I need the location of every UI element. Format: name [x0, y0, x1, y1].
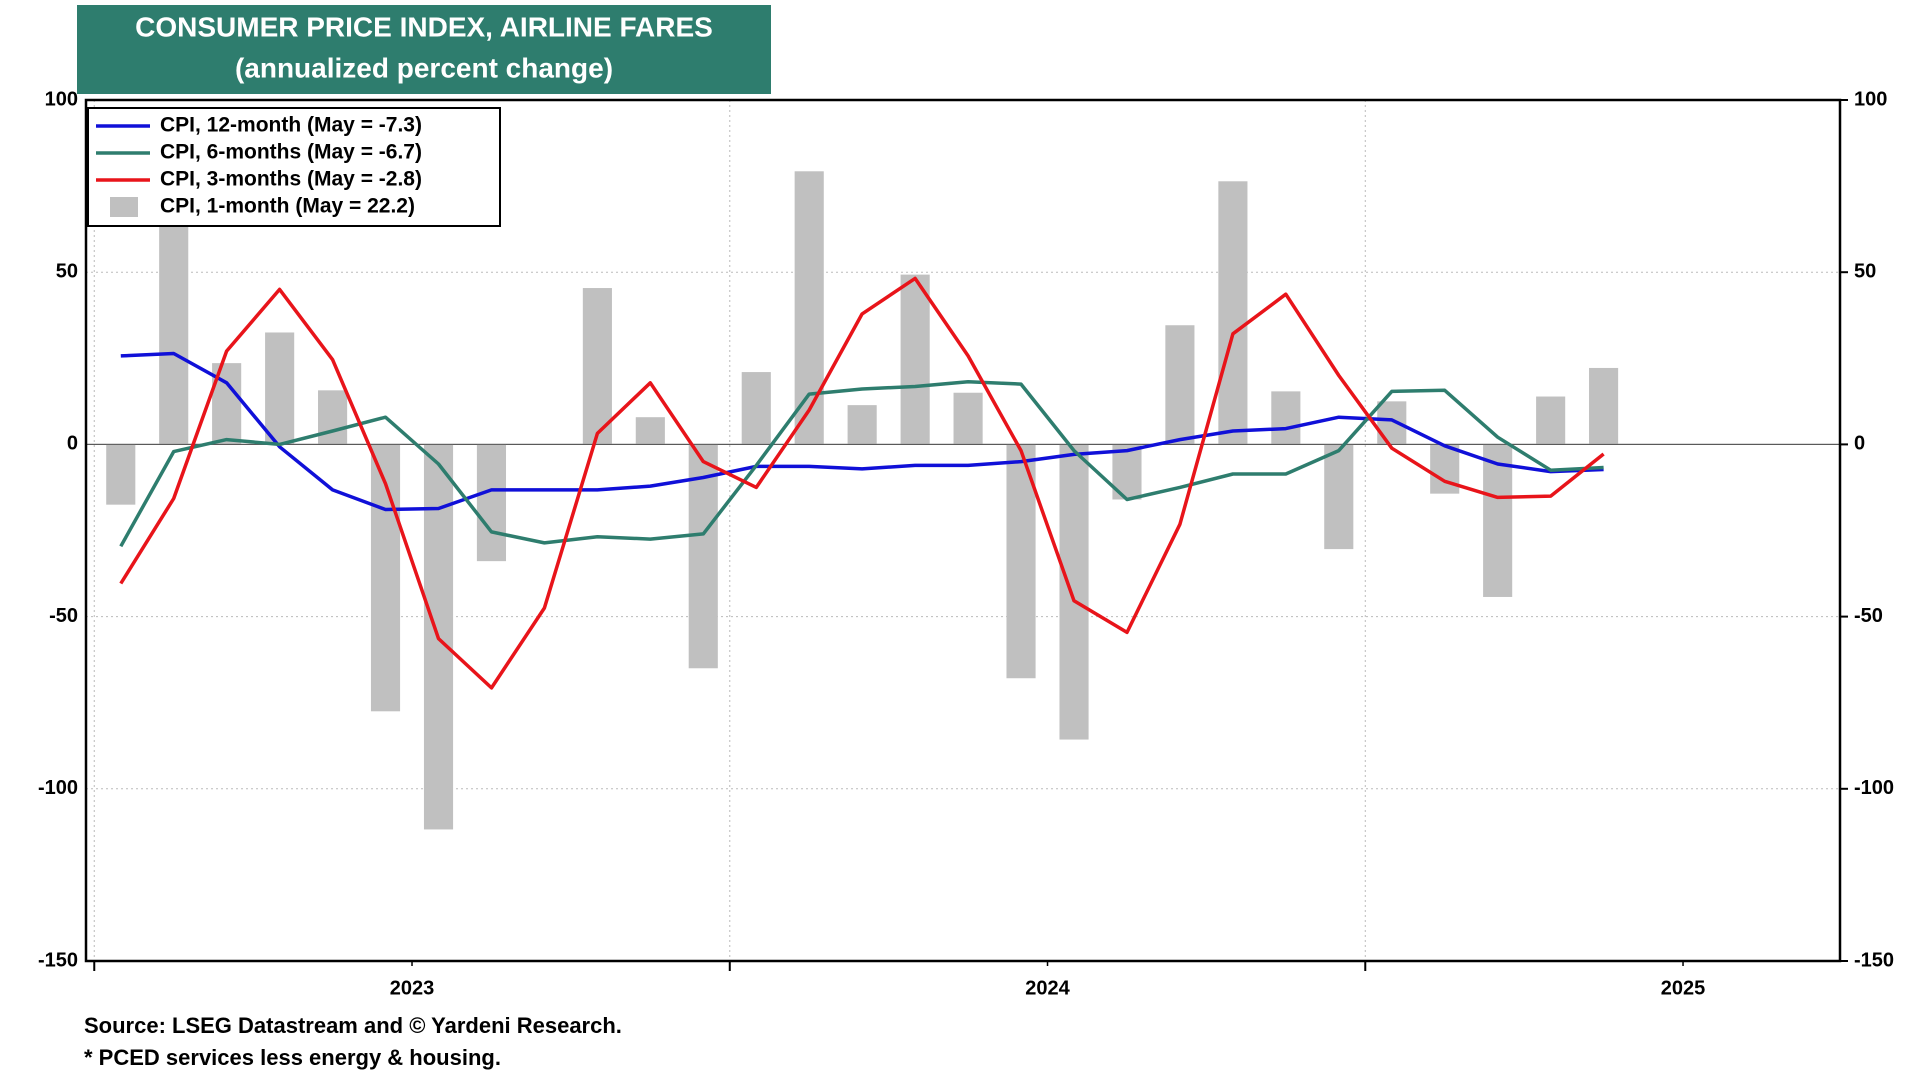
chart-title: CONSUMER PRICE INDEX, AIRLINE FARES	[135, 11, 713, 42]
bar	[635, 417, 665, 445]
legend-box	[87, 107, 501, 227]
y2-tick-label: 50	[1854, 260, 1876, 282]
bar	[1271, 391, 1301, 445]
title-box	[77, 5, 771, 94]
x-tick-label: 2025	[1661, 977, 1706, 999]
y-tick-label: 50	[56, 260, 78, 282]
legend-label: CPI, 12-month (May = -7.3)	[160, 114, 422, 137]
legend-label: CPI, 1-month (May = 22.2)	[160, 195, 415, 218]
bar	[847, 405, 877, 445]
x-tick-label: 2023	[390, 977, 435, 999]
bar	[1218, 181, 1248, 445]
y2-tick-label: -50	[1854, 605, 1883, 627]
bar	[1059, 444, 1089, 740]
bar	[1430, 444, 1460, 494]
y2-tick-label: 0	[1854, 433, 1865, 455]
y-tick-label: 0	[67, 433, 78, 455]
y-tick-label: -100	[38, 777, 78, 799]
legend-label: CPI, 6-months (May = -6.7)	[160, 141, 422, 164]
bar	[1589, 367, 1619, 445]
bar	[476, 444, 507, 562]
y-tick-label: 100	[45, 88, 78, 110]
line	[119, 276, 1605, 690]
y2-tick-label: 100	[1854, 88, 1887, 110]
chart-subtitle: (annualized percent change)	[235, 52, 613, 83]
bar	[900, 274, 930, 445]
bar	[953, 392, 983, 445]
bar	[688, 444, 718, 669]
bar	[582, 288, 612, 445]
x-tick-label: 2024	[1025, 977, 1070, 999]
bar	[1324, 444, 1354, 550]
legend-label: CPI, 3-months (May = -2.8)	[160, 168, 422, 191]
bar	[1165, 325, 1195, 445]
bar	[794, 171, 824, 445]
line	[119, 379, 1604, 548]
bar	[265, 332, 295, 445]
legend-swatch	[110, 197, 138, 217]
bar	[1536, 396, 1566, 445]
plot-frame	[84, 98, 1842, 963]
source-note: Source: LSEG Datastream and © Yardeni Re…	[84, 1013, 622, 1038]
line	[120, 351, 1604, 512]
bar	[318, 390, 348, 445]
y2-tick-label: -100	[1854, 777, 1894, 799]
bar	[106, 444, 136, 505]
bar	[741, 372, 771, 445]
y-tick-label: -150	[38, 949, 78, 971]
y2-tick-label: -150	[1854, 949, 1894, 971]
footnote: * PCED services less energy & housing.	[84, 1045, 501, 1070]
y-tick-label: -50	[49, 605, 78, 627]
bar	[1377, 401, 1407, 445]
bar	[159, 223, 189, 445]
bar	[1483, 444, 1513, 597]
